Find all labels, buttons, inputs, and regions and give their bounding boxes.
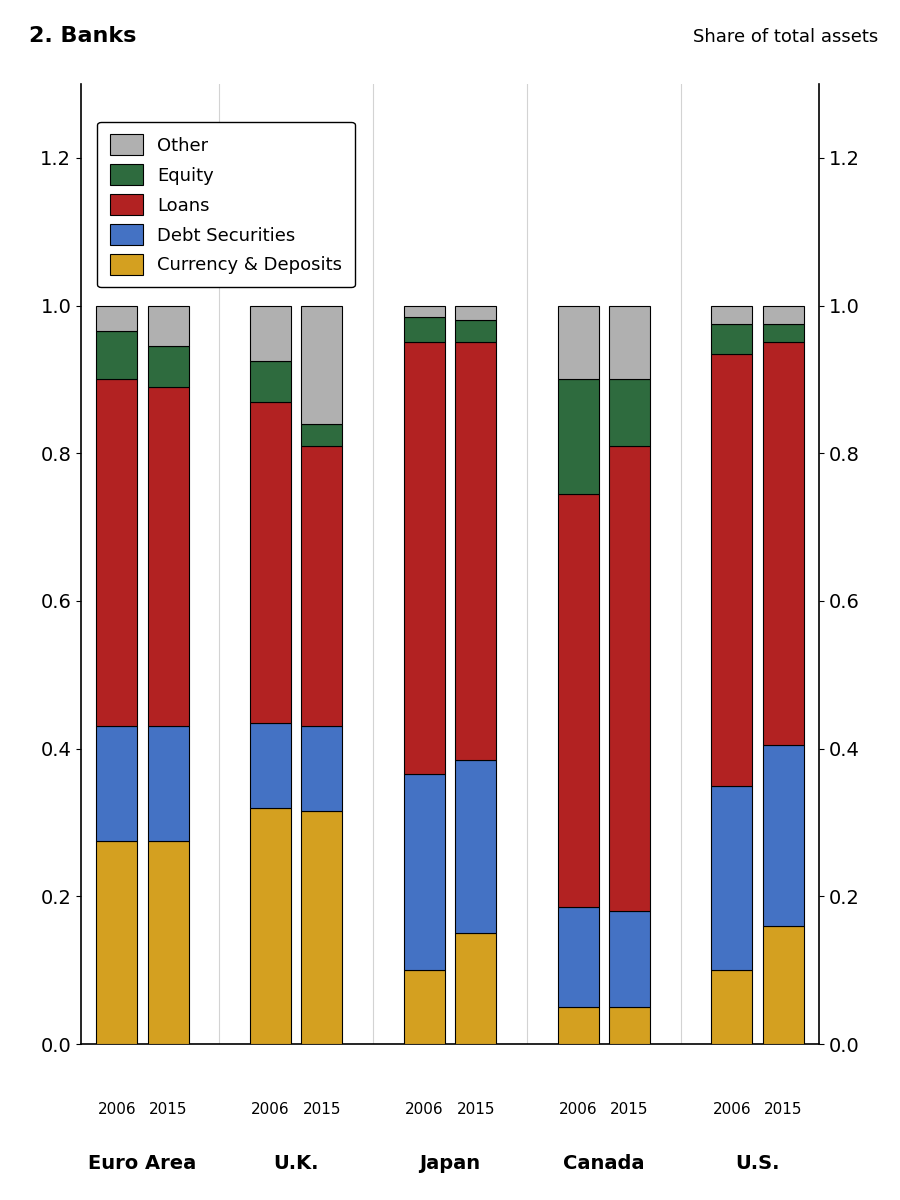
Text: 2006: 2006 [713,1102,752,1116]
Bar [148,346,189,386]
Text: 2015: 2015 [456,1102,495,1116]
Bar [762,306,804,324]
Bar [96,726,138,841]
Legend: Other, Equity, Loans, Debt Securities, Currency & Deposits: Other, Equity, Loans, Debt Securities, C… [97,122,355,288]
Bar [711,786,752,970]
Bar [404,317,445,342]
Bar [404,306,445,317]
Bar [250,306,291,361]
Bar [711,970,752,1044]
Bar [558,306,598,379]
Bar [455,342,496,760]
Bar [558,494,598,907]
Text: 2015: 2015 [148,1102,187,1116]
Bar [302,811,342,1044]
Bar [762,926,804,1044]
Bar [609,306,650,379]
Bar [455,306,496,320]
Bar [250,722,291,808]
Text: 2. Banks: 2. Banks [30,25,137,46]
Text: 2006: 2006 [559,1102,598,1116]
Bar [558,907,598,1007]
Bar [250,361,291,402]
Bar [148,726,189,841]
Bar [609,446,650,911]
Text: Euro Area: Euro Area [88,1154,196,1174]
Bar [148,841,189,1044]
Bar [96,841,138,1044]
Bar [302,726,342,811]
Text: Share of total assets: Share of total assets [693,28,878,46]
Bar [711,306,752,324]
Text: 2006: 2006 [97,1102,136,1116]
Bar [96,306,138,331]
Text: Japan: Japan [419,1154,481,1174]
Bar [762,324,804,342]
Bar [455,934,496,1044]
Bar [148,306,189,346]
Bar [609,1007,650,1044]
Bar [148,386,189,726]
Bar [250,808,291,1044]
Bar [302,306,342,424]
Bar [404,342,445,774]
Text: 2015: 2015 [764,1102,803,1116]
Text: 2015: 2015 [610,1102,649,1116]
Text: 2006: 2006 [405,1102,444,1116]
Bar [404,774,445,970]
Bar [404,970,445,1044]
Bar [455,320,496,342]
Bar [558,1007,598,1044]
Bar [762,342,804,745]
Bar [609,379,650,446]
Text: 2006: 2006 [251,1102,290,1116]
Bar [96,331,138,379]
Bar [96,379,138,726]
Text: 2015: 2015 [302,1102,341,1116]
Text: U.K.: U.K. [274,1154,319,1174]
Bar [762,745,804,926]
Bar [711,324,752,354]
Bar [711,354,752,786]
Text: U.S.: U.S. [735,1154,779,1174]
Bar [455,760,496,934]
Bar [558,379,598,494]
Bar [302,424,342,446]
Bar [609,911,650,1007]
Bar [302,446,342,726]
Text: Canada: Canada [563,1154,644,1174]
Bar [250,402,291,722]
